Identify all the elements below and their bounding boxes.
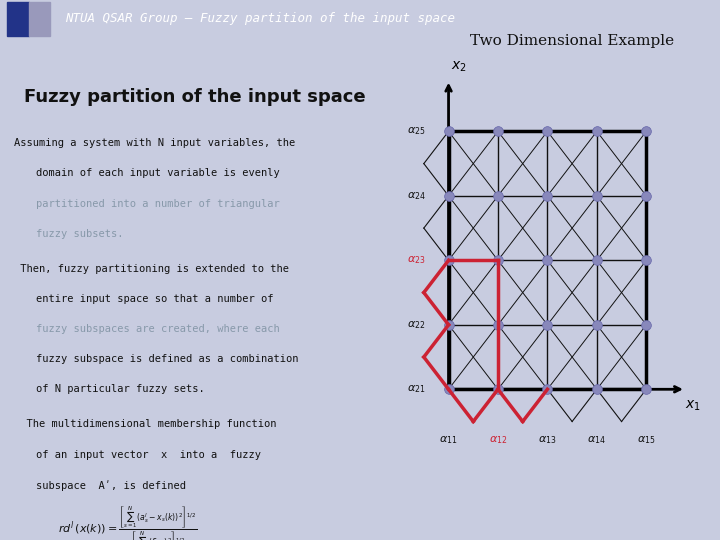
Text: Fuzzy partition of the input space: Fuzzy partition of the input space	[24, 88, 365, 106]
Text: The multidimensional membership function: The multidimensional membership function	[14, 420, 277, 429]
Text: $\alpha_{23}$: $\alpha_{23}$	[407, 254, 426, 266]
Text: subspace  Aʹ, is defined: subspace Aʹ, is defined	[36, 480, 186, 490]
Text: Assuming a system with N input variables, the: Assuming a system with N input variables…	[14, 138, 296, 149]
Text: $\alpha_{13}$: $\alpha_{13}$	[538, 434, 557, 446]
Text: $\alpha_{11}$: $\alpha_{11}$	[439, 434, 458, 446]
Text: fuzzy subspaces are created, where each: fuzzy subspaces are created, where each	[36, 324, 280, 334]
Text: fuzzy subsets.: fuzzy subsets.	[36, 228, 124, 239]
Text: $\alpha_{14}$: $\alpha_{14}$	[588, 434, 606, 446]
Text: of an input vector  x  into a  fuzzy: of an input vector x into a fuzzy	[36, 450, 261, 460]
Bar	[29, 2, 50, 36]
Text: $\alpha_{12}$: $\alpha_{12}$	[489, 434, 507, 446]
Bar	[7, 2, 29, 36]
Text: $x_1$: $x_1$	[685, 399, 701, 413]
Text: $\alpha_{15}$: $\alpha_{15}$	[637, 434, 655, 446]
Text: domain of each input variable is evenly: domain of each input variable is evenly	[36, 168, 280, 178]
Text: $\alpha_{25}$: $\alpha_{25}$	[407, 125, 426, 137]
Text: $\alpha_{24}$: $\alpha_{24}$	[407, 190, 426, 202]
Text: $x_2$: $x_2$	[451, 60, 467, 74]
Text: Two Dimensional Example: Two Dimensional Example	[470, 33, 674, 48]
Text: entire input space so that a number of: entire input space so that a number of	[36, 294, 274, 304]
Text: fuzzy subspace is defined as a combination: fuzzy subspace is defined as a combinati…	[36, 354, 299, 364]
Text: partitioned into a number of triangular: partitioned into a number of triangular	[36, 199, 280, 208]
Text: $rd^l\,(x(k)) = \frac{\left[\sum_{s=1}^{N}(a_s^l - x_s(k))^2\right]^{1/2}}{\left: $rd^l\,(x(k)) = \frac{\left[\sum_{s=1}^{…	[58, 505, 197, 540]
Text: $\alpha_{22}$: $\alpha_{22}$	[408, 319, 426, 330]
Text: $\alpha_{21}$: $\alpha_{21}$	[407, 383, 426, 395]
Text: NTUA QSAR Group – Fuzzy partition of the input space: NTUA QSAR Group – Fuzzy partition of the…	[65, 12, 455, 25]
Text: Then, fuzzy partitioning is extended to the: Then, fuzzy partitioning is extended to …	[14, 264, 289, 274]
Text: of N particular fuzzy sets.: of N particular fuzzy sets.	[36, 384, 204, 394]
